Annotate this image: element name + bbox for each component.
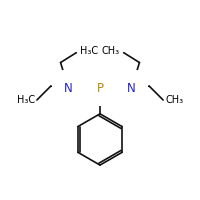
Text: H₃C: H₃C: [80, 46, 98, 56]
Text: CH₃: CH₃: [102, 46, 120, 56]
Text: P: P: [96, 82, 104, 95]
Text: N: N: [64, 82, 73, 95]
Text: CH₃: CH₃: [165, 95, 183, 105]
Text: N: N: [127, 82, 136, 95]
Text: H₃C: H₃C: [17, 95, 35, 105]
